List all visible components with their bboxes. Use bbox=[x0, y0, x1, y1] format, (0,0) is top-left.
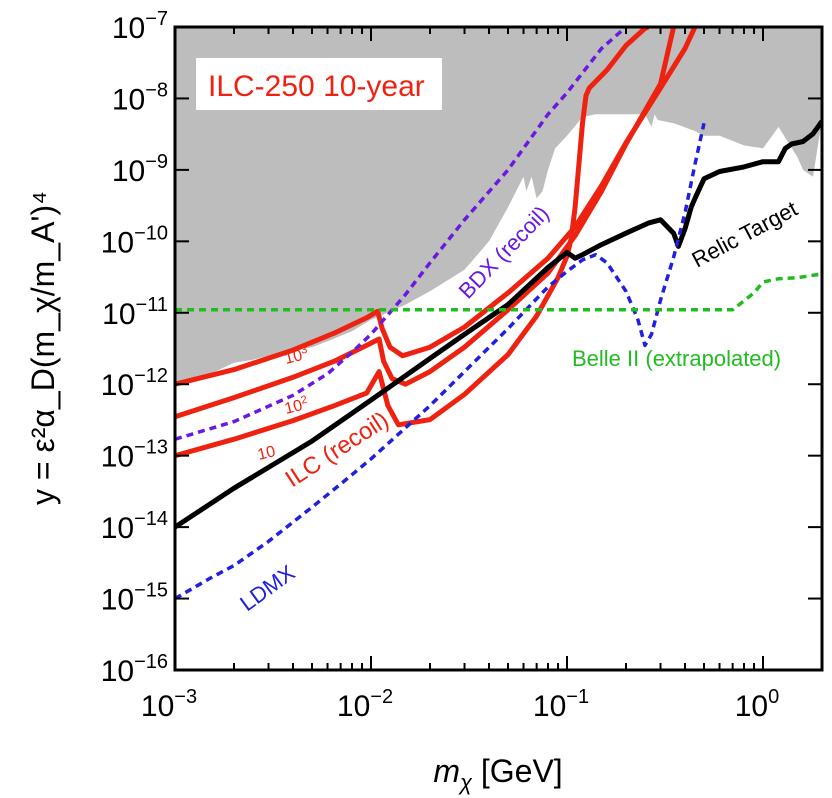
label-relic-target: Relic Target bbox=[688, 196, 802, 272]
series-relic-target bbox=[175, 119, 822, 530]
axis-ticks bbox=[174, 26, 823, 671]
series-belle-ii-extrapolated bbox=[175, 272, 822, 312]
y-tick-label: 10−15 bbox=[101, 580, 168, 617]
x-tick-label: 100 bbox=[735, 686, 780, 723]
label-ldmx: LDMX bbox=[235, 560, 299, 616]
plot-area bbox=[175, 27, 822, 601]
label-ilc-1e2: 102 bbox=[282, 394, 310, 418]
x-tick-label: 10−2 bbox=[337, 686, 393, 723]
series-ilc-10 bbox=[175, 27, 650, 459]
series-ldmx bbox=[175, 122, 706, 601]
y-tick-label: 10−11 bbox=[102, 294, 168, 331]
y-tick-label: 10−14 bbox=[101, 508, 168, 545]
chart-title: ILC-250 10-year bbox=[208, 70, 425, 103]
label-ilc-1e3: 103 bbox=[282, 344, 310, 368]
y-tick-label: 10−16 bbox=[101, 651, 168, 688]
label-ilc-10: 10 bbox=[256, 443, 277, 464]
x-tick-label: 10−3 bbox=[141, 686, 197, 723]
tick-labels: 10−3 10−2 10−1 100 10−16 10−15 10−14 10−13 10−12… bbox=[101, 8, 780, 723]
plot-frame bbox=[173, 25, 824, 672]
y-tick-label: 10−12 bbox=[101, 365, 168, 402]
title-box bbox=[196, 58, 442, 110]
label-belle-ii: Belle II (extrapolated) bbox=[572, 346, 781, 371]
y-tick-label: 10−13 bbox=[101, 437, 168, 474]
series-bdx-recoil bbox=[175, 27, 628, 441]
x-tick-label: 10−1 bbox=[533, 686, 589, 723]
excluded-region bbox=[175, 27, 822, 385]
y-axis-title: y = ε²α_D(m_χ/m_A')⁴ bbox=[25, 191, 61, 505]
series-ilc-10-2 bbox=[175, 27, 677, 420]
y-tick-label: 10−10 bbox=[101, 222, 168, 259]
x-axis-title: mχ [GeV] bbox=[433, 753, 562, 795]
y-tick-label: 10−9 bbox=[112, 151, 168, 188]
y-tick-label: 10−8 bbox=[112, 79, 168, 116]
y-tick-label: 10−7 bbox=[112, 8, 168, 45]
